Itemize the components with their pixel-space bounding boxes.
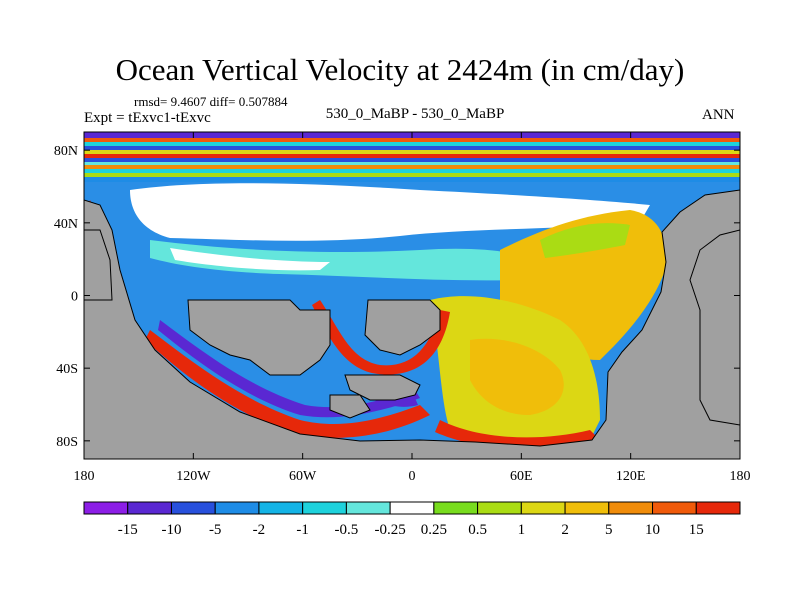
weak-velocity-region xyxy=(150,240,540,281)
arctic-band xyxy=(84,162,740,165)
y-tick-label: 80N xyxy=(54,144,78,159)
y-tick-label: 40N xyxy=(54,217,78,232)
colorbar-swatch xyxy=(170,501,216,515)
season-label: ANN xyxy=(702,107,735,123)
colorbar-swatch xyxy=(83,501,129,515)
colorbar-label: 5 xyxy=(605,522,613,538)
southern-ring xyxy=(158,320,420,418)
arctic-band xyxy=(84,150,740,154)
x-tick-label: 0 xyxy=(409,469,416,484)
coastline xyxy=(84,229,113,301)
x-tick-label: 60E xyxy=(510,469,533,484)
colorbar-label: -10 xyxy=(161,522,181,538)
y-axis: 80N 40N 0 40S 80S xyxy=(54,144,740,450)
colorbar-label: -1 xyxy=(296,522,309,538)
x-tick-label: 180 xyxy=(74,469,95,484)
colorbar-swatch xyxy=(258,501,304,515)
colorbar-label: -2 xyxy=(253,522,266,538)
chart-title: Ocean Vertical Velocity at 2424m (in cm/… xyxy=(115,52,685,87)
colorbar-swatch xyxy=(433,501,479,515)
colorbar-swatch xyxy=(564,501,610,515)
colorbar-swatch xyxy=(214,501,260,515)
positive-velocity-region xyxy=(470,338,564,415)
colorbar-swatch xyxy=(652,501,697,515)
southern-ring xyxy=(145,330,430,438)
x-axis: 180 120W 60W 0 60E 120E 180 xyxy=(74,132,751,484)
colorbar-label: 0.25 xyxy=(421,522,447,538)
positive-velocity-region xyxy=(540,223,630,258)
colorbar: -15 -10 -5 -2 -1 -0.5 -0.25 0.25 0.5 1 2 5 10 15 xyxy=(83,501,741,538)
colorbar-swatch xyxy=(695,501,741,515)
colorbar-label: 2 xyxy=(561,522,569,538)
experiment-label: Expt = tExvc1-tExvc xyxy=(84,110,211,126)
weak-velocity-region xyxy=(130,183,650,241)
x-tick-label: 60W xyxy=(289,469,317,484)
colorbar-swatch xyxy=(302,501,347,515)
y-tick-label: 40S xyxy=(56,362,78,377)
colorbar-label: -15 xyxy=(118,522,138,538)
arctic-band xyxy=(84,173,740,177)
colorbar-swatch xyxy=(127,501,172,515)
arctic-band xyxy=(84,146,740,150)
colorbar-label: 10 xyxy=(645,522,660,538)
y-tick-label: 0 xyxy=(71,290,78,305)
colorbar-swatch xyxy=(477,501,522,515)
land-mask xyxy=(84,189,740,459)
rmsd-stats: rmsd= 9.4607 diff= 0.507884 xyxy=(134,94,288,109)
x-tick-label: 120W xyxy=(176,469,211,484)
colorbar-label: -0.5 xyxy=(335,522,359,538)
arctic-band xyxy=(84,138,740,142)
case-label: 530_0_MaBP - 530_0_MaBP xyxy=(325,106,505,122)
x-tick-label: 180 xyxy=(730,469,751,484)
arctic-band xyxy=(84,177,740,182)
colorbar-label: 0.5 xyxy=(468,522,487,538)
coastline xyxy=(689,229,740,426)
weak-velocity-region xyxy=(170,248,330,271)
arctic-band xyxy=(84,169,740,173)
arctic-band xyxy=(84,165,740,169)
arctic-band xyxy=(84,158,740,162)
x-tick-label: 120E xyxy=(616,469,646,484)
colorbar-swatch xyxy=(345,501,391,515)
colorbar-label: -5 xyxy=(209,522,222,538)
colorbar-label: -0.25 xyxy=(375,522,406,538)
y-tick-label: 80S xyxy=(56,435,78,450)
colorbar-swatch xyxy=(389,501,435,515)
southern-ring xyxy=(312,300,450,375)
colorbar-swatch xyxy=(608,501,654,515)
colorbar-label: 15 xyxy=(689,522,704,538)
colorbar-swatch xyxy=(520,501,566,515)
arctic-band xyxy=(84,142,740,146)
arctic-band xyxy=(84,154,740,158)
colorbar-label: 1 xyxy=(518,522,526,538)
